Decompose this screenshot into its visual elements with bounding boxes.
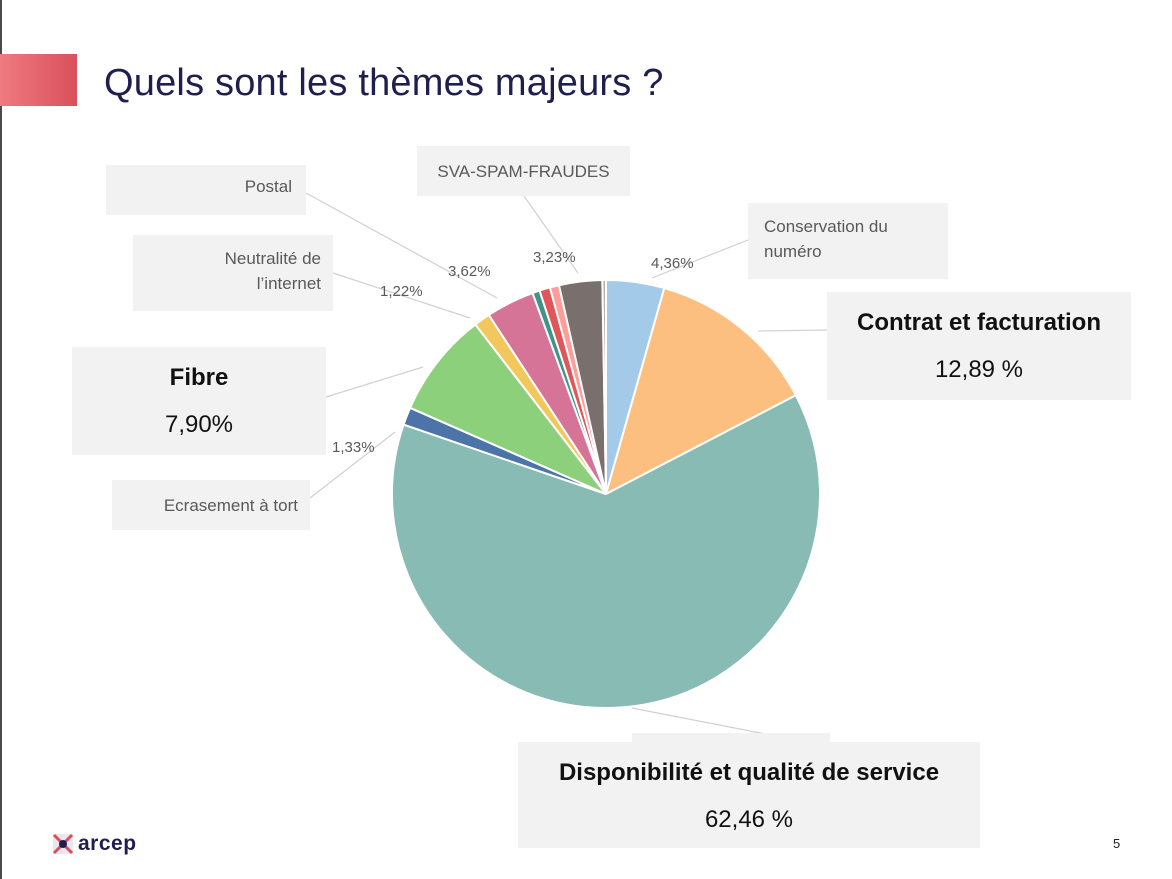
- pct-conservation: 4,36%: [651, 255, 694, 272]
- label-postal: Postal: [106, 165, 306, 215]
- arcep-logo-icon: [52, 833, 74, 855]
- title-accent-bar: [0, 54, 77, 106]
- leader-line-fibre: [325, 366, 424, 398]
- label-ecrasement: Ecrasement à tort: [112, 480, 310, 530]
- page-number: 5: [1113, 836, 1121, 851]
- leader-line-contrat: [757, 329, 829, 332]
- label-fibre: Fibre 7,90%: [72, 347, 326, 455]
- pie-slice-fibre: [408, 323, 607, 495]
- leader-line-postal: [305, 192, 498, 299]
- label-sva: SVA-SPAM-FRAUDES: [417, 146, 630, 196]
- leader-line-neutralite: [332, 272, 471, 319]
- label-conservation-line1: Conservation du: [764, 217, 888, 236]
- pct-ecrasement: 1,33%: [332, 439, 375, 456]
- pie-slice-contrat-et-facturation: [604, 286, 798, 496]
- label-conservation-line2: numéro: [764, 241, 822, 261]
- leader-line-conservation: [651, 239, 749, 279]
- label-neutralite-line1: Neutralité de: [224, 249, 321, 268]
- label-postal-name: Postal: [244, 177, 292, 196]
- leader-line-ecrasement: [309, 431, 396, 499]
- label-dispo: Disponibilité et qualité de service 62,4…: [518, 742, 980, 848]
- pct-postal: 3,62%: [448, 263, 491, 280]
- arcep-logo: arcep: [52, 832, 137, 856]
- pct-neutralite: 1,22%: [380, 283, 423, 300]
- label-fibre-name: Fibre: [169, 364, 229, 391]
- label-sva-name: SVA-SPAM-FRAUDES: [437, 162, 610, 181]
- label-contrat: Contrat et facturation 12,89 %: [827, 292, 1131, 400]
- label-dispo-value: 62,46 %: [704, 805, 794, 833]
- pie-slice-disponibilite-et-qualite-de-service: [391, 393, 821, 709]
- label-contrat-name: Contrat et facturation: [856, 309, 1101, 336]
- leader-line-sva: [523, 195, 579, 274]
- arcep-logo-text: arcep: [78, 832, 137, 855]
- label-conservation: Conservation du numéro: [748, 203, 948, 279]
- label-dispo-name: Disponibilité et qualité de service: [558, 759, 940, 786]
- label-neutralite-line2: l’internet: [256, 273, 321, 293]
- slide-title: Quels sont les thèmes majeurs ?: [104, 62, 664, 104]
- label-neutralite: Neutralité de l’internet: [133, 235, 333, 311]
- label-ecrasement-name: Ecrasement à tort: [163, 496, 298, 515]
- pct-sva: 3,23%: [533, 249, 576, 266]
- label-fibre-value: 7,90%: [164, 410, 234, 438]
- slide-left-border: [0, 0, 2, 879]
- pie-slice-unlabeled-11: [601, 278, 607, 495]
- label-contrat-value: 12,89 %: [934, 355, 1024, 383]
